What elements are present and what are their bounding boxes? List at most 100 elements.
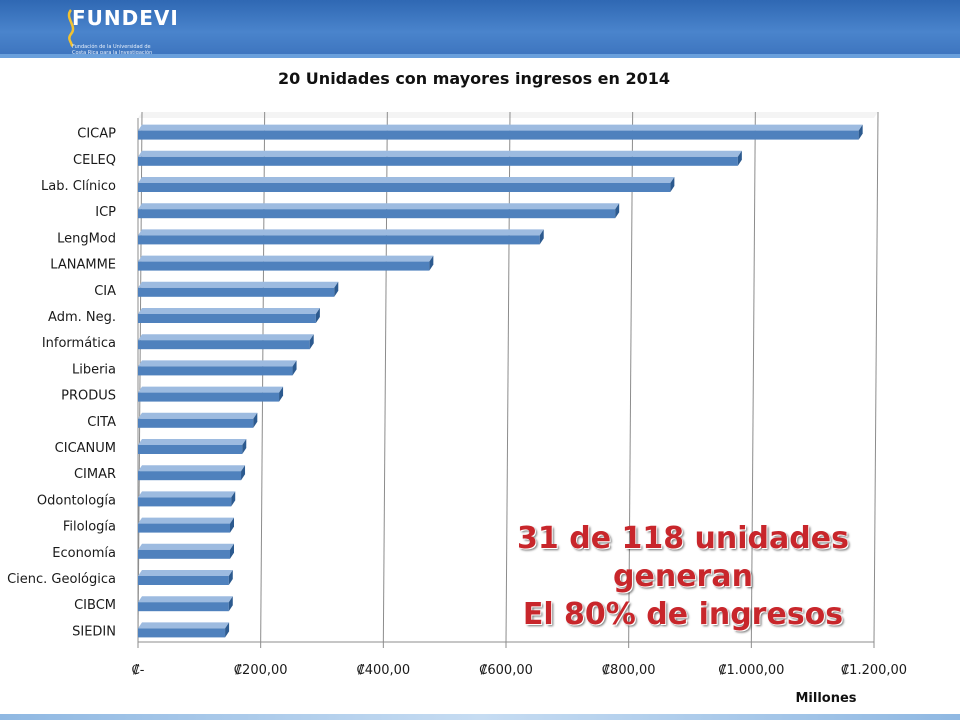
x-tick-label: ₡400,00 [356,663,410,678]
bar-front-face [138,366,293,376]
bar-front-face [138,340,310,350]
x-tick-label: ₡1.200,00 [841,663,907,678]
bar-front-face [138,445,243,454]
category-label: LANAMME [50,258,116,273]
bar [138,465,246,481]
bar-top-face [138,334,314,341]
category-label: PRODUS [61,389,116,404]
bar-end-face [279,386,284,402]
bar-top-face [138,543,234,550]
bar [138,281,339,297]
logo-subtitle: Fundación de la Universidad de Costa Ric… [72,44,153,56]
bar-front-face [138,471,242,481]
bar [138,543,234,559]
bar-top-face [138,308,320,314]
category-label: Lab. Clínico [41,179,116,194]
logo-swirl-icon [67,9,75,48]
bar-top-face [138,360,297,367]
category-label: Odontología [37,493,116,508]
bar-end-face [309,334,314,350]
bar-front-face [138,235,540,245]
bar [138,360,297,376]
category-label: CICANUM [55,441,116,456]
plot-back-wall [138,112,878,118]
bar [138,308,320,323]
bar [138,255,434,271]
bar-end-face [670,177,675,192]
category-labels: CICAP CELEQ Lab. Clínico ICP LengMod LANAMME C… [7,127,116,640]
bar-front-face [138,602,229,612]
bar [138,622,230,638]
bar-front-face [138,418,254,428]
bar-end-face [615,203,620,219]
category-label: CITA [87,415,116,430]
bars [138,124,863,638]
bar-chart: 20 Unidades con mayores ingresos en 2014… [7,69,907,706]
bar-front-face [138,209,616,219]
bar-front-face [138,261,430,271]
bar-end-face [539,229,544,245]
bar-top-face [138,229,544,236]
bar-top-face [138,124,863,131]
bar-front-face [138,549,230,559]
bar-end-face [858,124,863,140]
bar-end-face [737,150,742,166]
x-tick-label: ₡200,00 [234,663,288,678]
chart-title: 20 Unidades con mayores ingresos en 2014 [278,69,670,88]
category-label: Adm. Neg. [48,310,116,325]
bar [138,229,544,245]
category-label: LengMod [57,231,116,246]
bar-end-face [241,465,246,481]
bar [138,412,258,428]
bar-top-face [138,465,246,472]
bar-end-face [228,570,233,585]
bar-front-face [138,392,280,402]
gridline [750,111,756,643]
bar-top-face [138,150,742,157]
bar-front-face [138,287,335,297]
category-label: CIBCM [74,598,116,613]
x-tick-label: ₡1.000,00 [718,663,784,678]
bar-front-face [138,314,316,323]
callout-line-1: 31 de 118 unidades generan [517,521,849,594]
bar [138,570,233,585]
bar [138,150,742,166]
bar-end-face [230,543,234,559]
category-label: Economía [52,546,116,561]
x-tick-label: ₡800,00 [602,663,656,678]
bar-end-face [315,308,320,323]
bar-end-face [231,491,236,507]
x-tick-label: ₡- [132,663,145,678]
gridline [873,111,879,643]
bar-top-face [138,596,233,603]
bar [138,439,247,454]
bar-top-face [138,517,234,524]
category-label: Filología [63,520,116,535]
bar-top-face [138,412,258,419]
category-label: ICP [95,205,116,220]
bar-front-face [138,183,671,192]
x-axis-unit-label: Millones [795,691,856,706]
callout-annotation: 31 de 118 unidades generan El 80% de ing… [468,520,898,634]
bar-end-face [225,622,230,638]
bar-end-face [230,517,234,533]
bar-top-face [138,177,675,183]
bar-top-face [138,255,434,262]
bar [138,517,234,533]
header-band: FUNDEVI Fundación de la Universidad de C… [0,0,960,58]
category-label: CIMAR [74,467,116,482]
category-label: SIEDIN [72,624,116,639]
category-label: Liberia [72,362,116,377]
bar-top-face [138,281,339,288]
gridline [628,111,634,643]
bar-top-face [138,491,236,498]
bar [138,203,620,219]
bar-end-face [228,596,233,612]
bar-top-face [138,570,233,576]
bar-front-face [138,523,230,533]
bar-front-face [138,130,859,140]
bar [138,386,284,402]
bar [138,491,236,507]
category-label: CELEQ [73,153,116,168]
bar [138,334,314,350]
